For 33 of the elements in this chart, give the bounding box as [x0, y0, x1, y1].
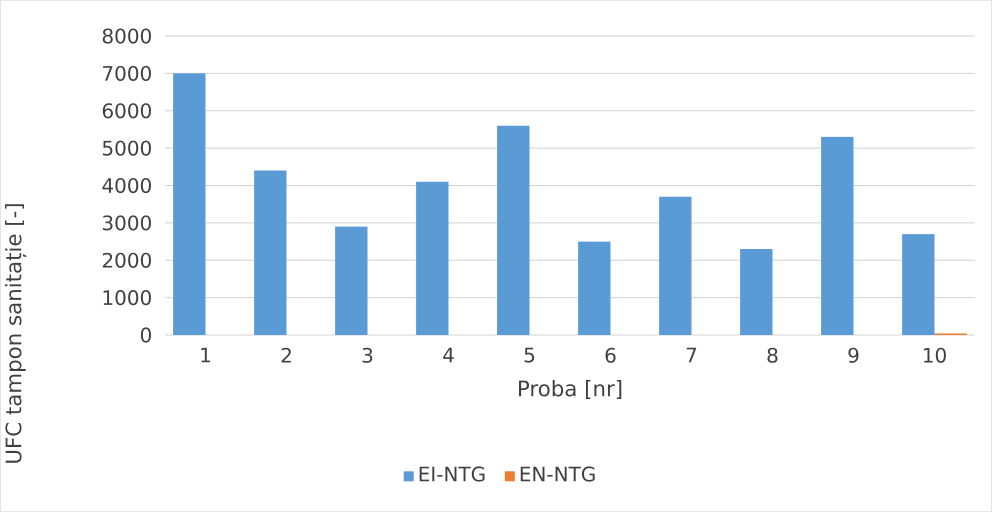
x-tick-label: 8: [768, 348, 778, 363]
x-tick-label: 10: [924, 348, 946, 363]
y-axis-title: UFC tampon sanitație [-]: [5, 204, 26, 463]
bar: [173, 73, 206, 336]
x-tick-label: 4: [443, 348, 454, 362]
y-tick-label: 7000: [103, 66, 151, 81]
y-tick-label: 5000: [102, 140, 151, 156]
x-tick-label: 2: [282, 348, 291, 363]
x-tick-label: 9: [848, 348, 858, 363]
bar: [497, 126, 530, 336]
x-tick-label: 6: [606, 348, 616, 363]
y-tick-label: 2000: [102, 252, 151, 268]
y-tick-label: 8000: [102, 28, 151, 44]
bar: [335, 226, 368, 336]
bar: [821, 136, 854, 336]
x-tick-label: 5: [524, 348, 534, 363]
bar: [578, 242, 611, 336]
x-axis-title: Proba [nr]: [519, 380, 622, 400]
legend-label: EN-NTG: [520, 466, 595, 482]
y-tick-label: 1000: [104, 290, 151, 306]
y-tick-label: 4000: [102, 178, 151, 194]
bar: [740, 249, 773, 336]
bar: [902, 234, 934, 336]
x-tick-label: 3: [362, 348, 372, 363]
x-tick-label: 7: [686, 348, 696, 362]
y-tick-label: 0: [140, 327, 151, 343]
bar: [659, 196, 692, 336]
bar: [254, 170, 287, 336]
x-tick-label: 1: [201, 348, 210, 362]
bar: [416, 182, 449, 336]
y-tick-label: 3000: [102, 215, 151, 230]
legend-label: EI-NTG: [420, 466, 484, 482]
y-tick-label: 6000: [102, 103, 151, 118]
